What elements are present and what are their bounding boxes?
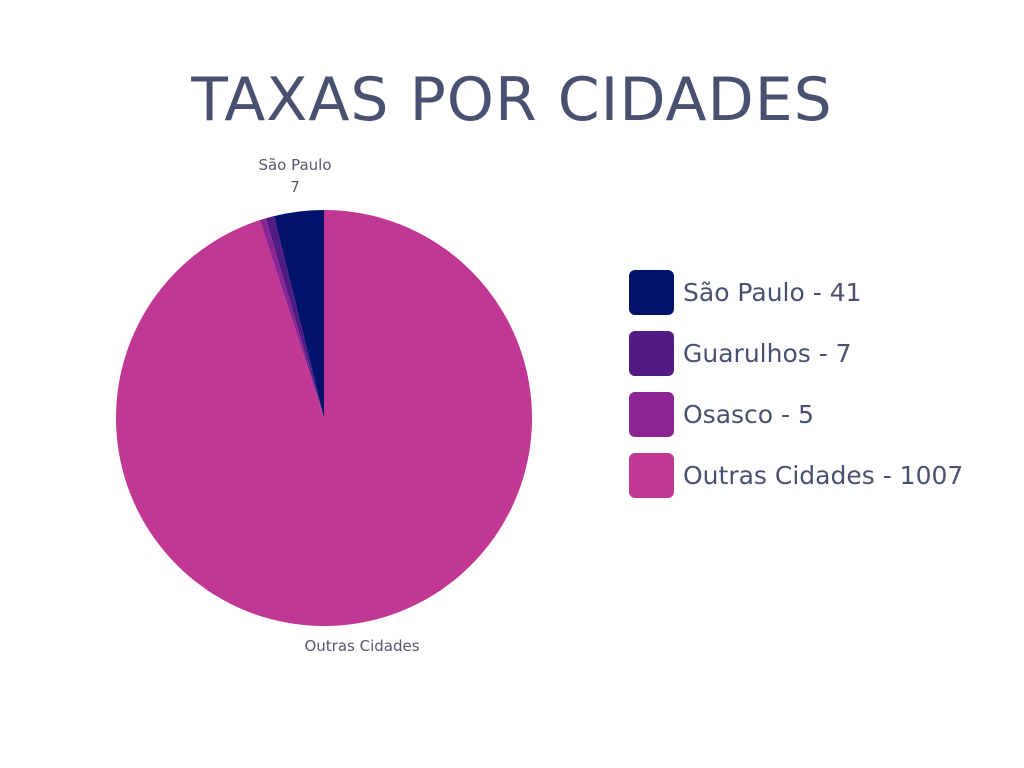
slice-label-sao-paulo-name: São Paulo xyxy=(258,156,332,174)
pie-slice-sao-paulo xyxy=(273,210,324,418)
legend-swatch-osasco xyxy=(629,392,674,437)
legend-swatch-sao-paulo xyxy=(629,270,674,315)
slice-label-sao-paulo: São Paulo 7 xyxy=(235,154,355,198)
legend-label-sao-paulo: São Paulo - 41 xyxy=(683,278,862,307)
legend-item-outras-cidades: Outras Cidades - 1007 xyxy=(629,453,963,498)
slice-label-sao-paulo-value: 7 xyxy=(290,178,300,196)
legend-item-guarulhos: Guarulhos - 7 xyxy=(629,331,963,376)
chart-legend: São Paulo - 41 Guarulhos - 7 Osasco - 5 … xyxy=(629,270,963,514)
legend-item-sao-paulo: São Paulo - 41 xyxy=(629,270,963,315)
legend-label-outras-cidades: Outras Cidades - 1007 xyxy=(683,461,964,490)
legend-label-osasco: Osasco - 5 xyxy=(683,400,814,429)
pie-slice-osasco xyxy=(259,218,324,418)
chart-title: TAXAS POR CIDADES xyxy=(191,65,833,135)
pie-slice-outras-cidades xyxy=(115,210,532,627)
legend-label-guarulhos: Guarulhos - 7 xyxy=(683,339,852,368)
slice-label-outras-cidades: Outras Cidades xyxy=(304,637,420,655)
pie-slice-guarulhos xyxy=(265,216,324,418)
legend-swatch-outras-cidades xyxy=(629,453,674,498)
legend-swatch-guarulhos xyxy=(629,331,674,376)
legend-item-osasco: Osasco - 5 xyxy=(629,392,963,437)
